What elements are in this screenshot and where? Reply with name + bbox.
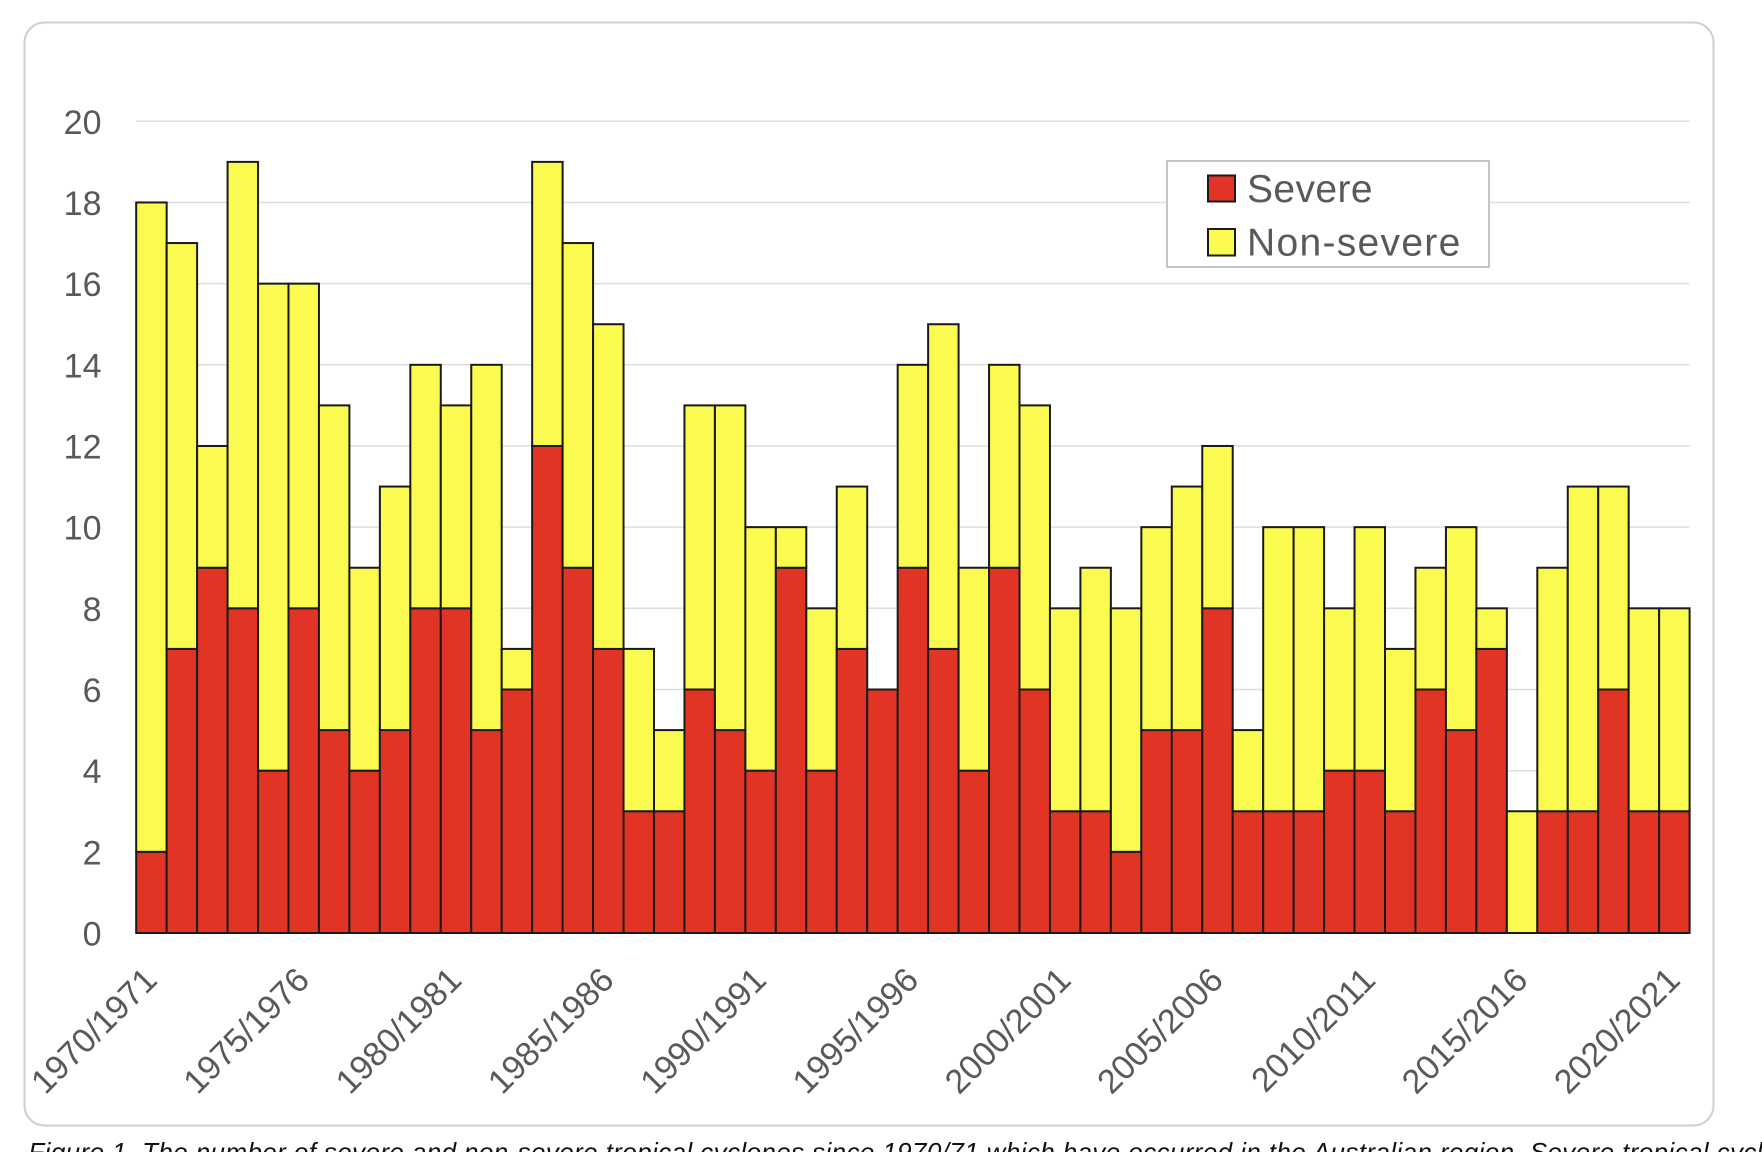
svg-text:6: 6 bbox=[83, 672, 102, 710]
svg-text:18: 18 bbox=[64, 185, 102, 223]
svg-text:10: 10 bbox=[64, 510, 102, 548]
svg-text:12: 12 bbox=[64, 429, 102, 467]
svg-text:Severe: Severe bbox=[1247, 168, 1373, 211]
svg-text:0: 0 bbox=[83, 916, 102, 954]
svg-text:16: 16 bbox=[64, 266, 102, 304]
svg-text:Non-severe: Non-severe bbox=[1247, 222, 1462, 265]
svg-text:2: 2 bbox=[83, 834, 102, 872]
svg-text:4: 4 bbox=[83, 753, 102, 791]
svg-text:14: 14 bbox=[64, 347, 102, 385]
svg-text:Figure 1. The number of severe: Figure 1. The number of severe and non-s… bbox=[28, 1137, 1762, 1152]
svg-text:8: 8 bbox=[83, 591, 102, 629]
svg-text:20: 20 bbox=[64, 104, 102, 142]
